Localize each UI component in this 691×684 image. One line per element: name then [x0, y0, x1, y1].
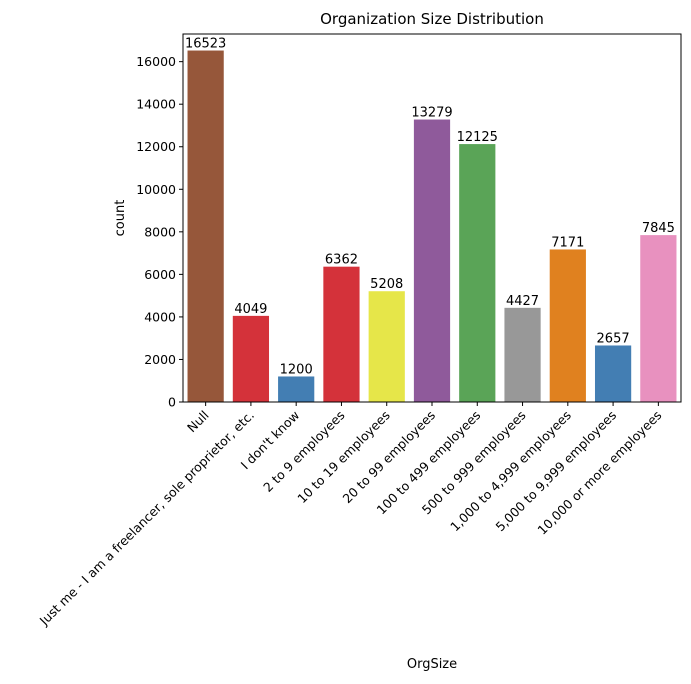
x-tick-label: Null [184, 408, 212, 436]
bar [232, 315, 270, 402]
x-tick-label: Just me - I am a freelancer, sole propri… [36, 408, 257, 629]
bar-value-label: 4049 [234, 302, 267, 317]
bar [549, 249, 586, 402]
y-tick-label: 8000 [144, 224, 176, 239]
bar [640, 235, 677, 402]
y-tick-label: 4000 [144, 309, 176, 324]
y-tick-label: 6000 [144, 267, 176, 282]
value-labels-group: 16523 4049 1200 6362 5208 13279 12125 4427 7171 2… [185, 37, 675, 378]
bar-value-label: 1200 [280, 362, 313, 377]
bar-value-label: 7845 [642, 221, 675, 236]
y-axis-label: count [113, 200, 128, 237]
bar [278, 376, 315, 402]
bar-value-label: 16523 [185, 37, 226, 52]
bar-value-label: 2657 [597, 331, 630, 346]
bar [368, 291, 405, 402]
x-axis-label: OrgSize [407, 657, 457, 672]
bar-value-label: 13279 [411, 106, 452, 121]
bar [504, 307, 541, 402]
bar-value-label: 7171 [551, 235, 584, 250]
y-tick-label: 0 [168, 395, 176, 410]
y-tick-label: 16000 [136, 54, 176, 69]
y-tick-label: 10000 [136, 182, 176, 197]
bar [323, 266, 360, 402]
bar-value-label: 5208 [370, 277, 403, 292]
plot-frame [182, 33, 682, 403]
bar-value-label: 12125 [457, 130, 498, 145]
y-axis: 0 2000 4000 6000 8000 10000 12000 14000 16000 [136, 54, 183, 410]
bar-value-label: 6362 [325, 253, 358, 268]
x-tick-label: 2 to 9 employees [260, 408, 347, 495]
chart-title: Organization Size Distribution [320, 10, 544, 28]
bar-value-label: 4427 [506, 294, 539, 309]
y-tick-label: 14000 [136, 97, 176, 112]
bar [187, 50, 224, 403]
bar [413, 119, 451, 402]
bar [459, 144, 496, 402]
bars-group [187, 50, 677, 403]
y-tick-label: 12000 [136, 139, 176, 154]
y-tick-label: 2000 [144, 352, 176, 367]
bar [594, 345, 632, 402]
